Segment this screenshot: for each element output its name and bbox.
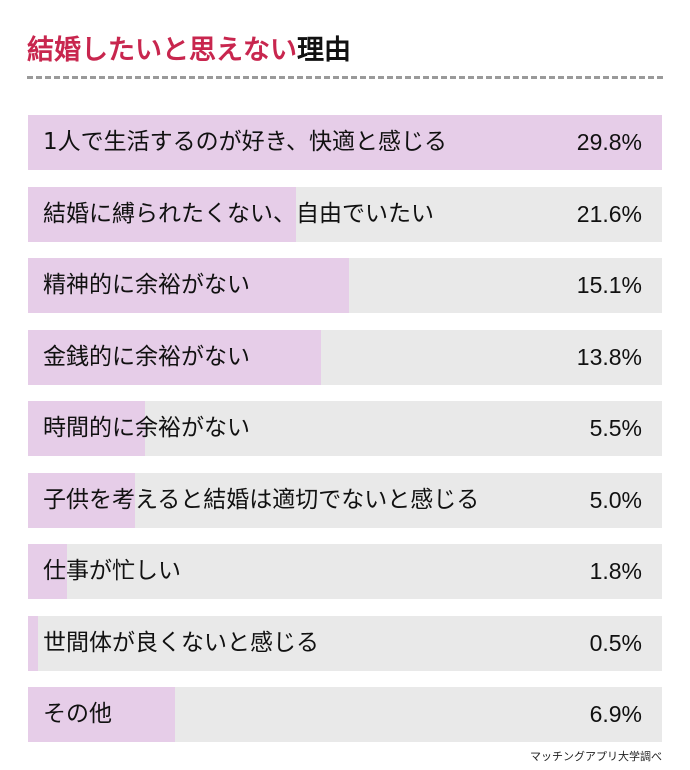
bar-value-label: 5.0% — [589, 486, 642, 513]
bar-value-label: 13.8% — [576, 343, 642, 370]
bar-row: 世間体が良くないと感じる 0.5% — [28, 615, 662, 671]
bar-value-label: 21.6% — [576, 200, 642, 227]
bar-fill — [28, 186, 297, 242]
chart-title-highlight: 結婚したいと思えない — [27, 35, 297, 66]
bar-row: 結婚に縛られたくない、自由でいたい 21.6% — [28, 186, 662, 242]
bar-label: 世間体が良くないと感じる — [43, 629, 319, 656]
bar-row: 精神的に余裕がない 15.1% — [28, 258, 662, 313]
bar-row: 時間的に余裕がない 5.5% — [28, 401, 662, 456]
bar-value-label: 1.8% — [589, 558, 642, 584]
bar-value-label: 15.1% — [576, 272, 642, 298]
bar-label: 子供を考えると結婚は適切でないと感じる — [43, 486, 480, 513]
bar-fill — [28, 258, 349, 313]
bar-row: 仕事が忙しい 1.8% — [28, 544, 662, 599]
bar-label: 仕事が忙しい — [43, 558, 181, 584]
bar-fill — [28, 115, 662, 170]
dashed-divider — [27, 76, 663, 79]
bar-label: 時間的に余裕がない — [43, 415, 250, 441]
bar-label: 金銭的に余裕がない — [43, 343, 250, 370]
bar-row: 金銭的に余裕がない 13.8% — [28, 329, 662, 385]
bar-fill — [28, 472, 136, 528]
bar-value-label: 0.5% — [589, 629, 642, 656]
bar-row: 子供を考えると結婚は適切でないと感じる 5.0% — [28, 472, 662, 528]
bar-label: 1人で生活するのが好き、快適と感じる — [43, 129, 448, 155]
bar-fill — [28, 329, 321, 385]
bar-label: 精神的に余裕がない — [43, 272, 250, 298]
bar-fill — [28, 401, 146, 456]
bar-fill — [28, 544, 68, 599]
source-note: マッチングアプリ大学調べ — [530, 750, 662, 763]
bar-row: その他 6.9% — [28, 687, 662, 742]
bar-label: その他 — [43, 701, 112, 727]
chart-title-rest: 理由 — [297, 35, 351, 66]
bar-value-label: 5.5% — [589, 415, 642, 441]
chart-title: 結婚したいと思えない理由 — [27, 28, 351, 67]
bar-value-label: 6.9% — [589, 701, 642, 727]
bar-label: 結婚に縛られたくない、自由でいたい — [43, 200, 434, 227]
bar-value-label: 29.8% — [576, 129, 642, 155]
bar-row: 1人で生活するのが好き、快適と感じる 29.8% — [28, 115, 662, 170]
bar-fill — [28, 687, 176, 742]
bar-fill — [28, 615, 39, 671]
